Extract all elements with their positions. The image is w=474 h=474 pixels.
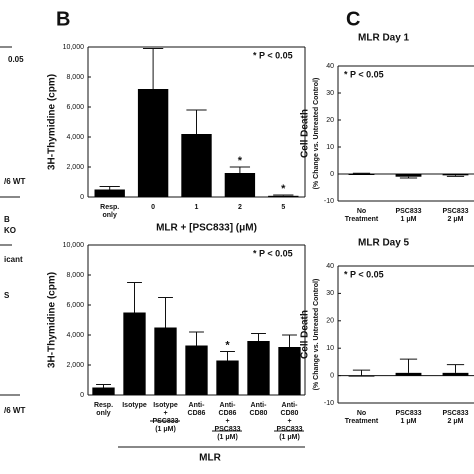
bar — [268, 195, 299, 197]
bar — [154, 327, 177, 395]
y-tick-label: 4,000 — [66, 332, 84, 339]
x-tick-label: Isotype + PSC833 (1 μM) — [152, 402, 178, 433]
x-axis-label: MLR + [PSC833] (μM) — [156, 223, 257, 234]
y-axis-label: 3H-Thymidine (cpm) — [47, 74, 58, 170]
x-tick-label: Anti-CD86 — [188, 402, 206, 417]
annotation: * P < 0.05 — [344, 269, 384, 279]
panel-label: C — [346, 8, 360, 30]
y-tick-label: 6,000 — [66, 302, 84, 309]
y-tick-label: 10 — [326, 345, 334, 352]
y-axis-label: (% Change vs. Untreated Control) — [313, 78, 320, 190]
panel-label: B — [56, 8, 70, 30]
bar — [442, 174, 469, 176]
y-tick-label: 0 — [330, 171, 334, 178]
y-axis-label: (% Change vs. Untreated Control) — [313, 279, 320, 391]
bar — [224, 173, 256, 197]
x-tick-label: 1 — [195, 204, 199, 211]
y-tick-label: -10 — [324, 198, 334, 205]
bar — [185, 345, 208, 395]
y-tick-label: 0 — [80, 392, 84, 399]
bar — [278, 347, 301, 395]
x-tick-label: Anti-CD80 + PSC833 (1 μM) — [276, 402, 302, 441]
y-tick-label: 10,000 — [63, 44, 85, 51]
y-tick-label: 8,000 — [66, 272, 84, 279]
y-tick-label: 6,000 — [66, 104, 84, 111]
bar — [395, 174, 422, 177]
bar — [137, 89, 169, 197]
x-tick-label: PSC833 2 μM — [442, 410, 468, 425]
bar — [123, 312, 146, 395]
x-tick-label: PSC833 2 μM — [442, 208, 468, 223]
chart-title: MLR Day 1 — [358, 33, 410, 44]
value-label: * — [281, 183, 286, 195]
fragment-text: icant — [4, 255, 23, 264]
bar — [348, 375, 375, 377]
x-tick-label: 5 — [281, 204, 285, 211]
fragment-text: S — [4, 291, 10, 300]
y-tick-label: 40 — [326, 63, 334, 70]
x-tick-label: No Treatment — [345, 410, 379, 425]
x-axis-label: MLR — [199, 453, 221, 464]
x-tick-label: PSC833 1 μM — [395, 208, 421, 223]
x-tick-label: Resp. only — [94, 402, 113, 417]
x-tick-label: Anti-CD86 + PSC833 (1 μM) — [214, 402, 240, 441]
y-tick-label: 0 — [330, 372, 334, 379]
y-tick-label: 20 — [326, 117, 334, 124]
y-tick-label: -10 — [324, 400, 334, 407]
y-tick-label: 10,000 — [63, 242, 85, 249]
chart-title: MLR Day 5 — [358, 238, 410, 249]
annotation: * P < 0.05 — [253, 248, 293, 258]
x-tick-label: Resp. only — [100, 204, 119, 219]
y-tick-label: 40 — [326, 263, 334, 270]
value-label: * — [238, 155, 243, 167]
fragment-text: B — [4, 215, 10, 224]
y-tick-label: 4,000 — [66, 134, 84, 141]
y-tick-label: 0 — [80, 194, 84, 201]
x-tick-label: Isotype — [122, 402, 147, 409]
bar — [395, 372, 422, 376]
x-tick-label: PSC833 1 μM — [395, 410, 421, 425]
x-tick-label: 0 — [151, 204, 155, 211]
x-tick-label: No Treatment — [345, 208, 379, 223]
bar — [216, 360, 239, 395]
y-tick-label: 30 — [326, 290, 334, 297]
fragment-text: KO — [4, 226, 16, 235]
bar — [348, 174, 375, 175]
bar — [181, 134, 212, 197]
y-axis-label: Cell Death — [300, 310, 311, 359]
annotation: * P < 0.05 — [344, 69, 384, 79]
bar — [442, 372, 469, 376]
bar — [92, 387, 115, 395]
y-tick-label: 30 — [326, 90, 334, 97]
value-label: * — [225, 339, 230, 351]
y-tick-label: 8,000 — [66, 74, 84, 81]
fragment-text: 0.05 — [8, 55, 24, 64]
x-tick-label: Anti-CD80 — [250, 402, 268, 417]
y-tick-label: 2,000 — [66, 164, 84, 171]
y-tick-label: 2,000 — [66, 362, 84, 369]
bar — [94, 189, 125, 197]
fragment-text: /6 WT — [4, 406, 25, 415]
bar — [247, 341, 270, 395]
y-axis-label: Cell Death — [300, 109, 311, 158]
x-tick-label: 2 — [238, 204, 242, 211]
y-tick-label: 10 — [326, 144, 334, 151]
y-axis-label: 3H-Thymidine (cpm) — [47, 272, 58, 368]
annotation: * P < 0.05 — [253, 50, 293, 60]
y-tick-label: 20 — [326, 318, 334, 325]
fragment-text: /6 WT — [4, 177, 25, 186]
